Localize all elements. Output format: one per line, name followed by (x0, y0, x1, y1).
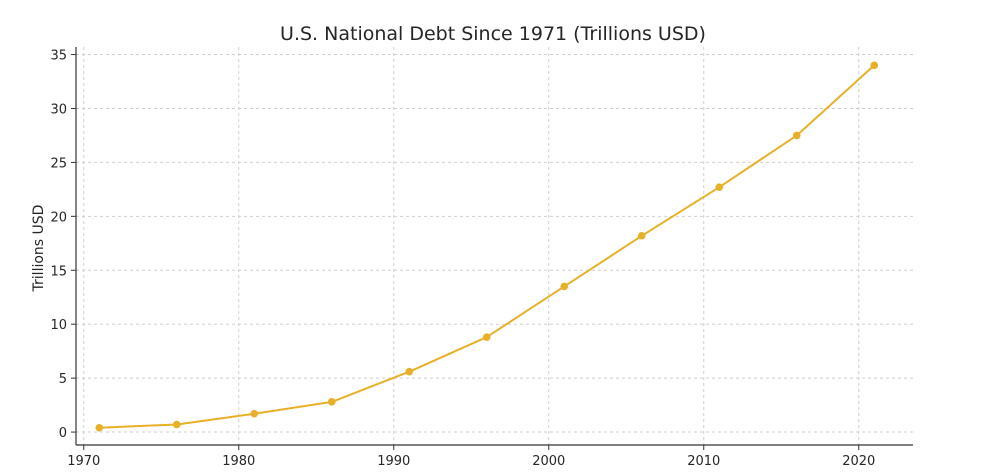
axes (75, 47, 913, 446)
series-debt (95, 61, 879, 432)
x-tick-label: 2000 (532, 454, 565, 469)
y-tick-label: 30 (50, 102, 67, 117)
y-tick-label: 5 (59, 372, 67, 387)
x-tick-label: 1970 (67, 454, 100, 469)
y-tick-label: 35 (50, 49, 67, 64)
x-tick-label: 2020 (842, 454, 875, 469)
data-point (250, 409, 259, 418)
tick-marks: 1970 1980 1990 2000 2010 2020 0 5 10 15 20 25 30 35 (50, 49, 875, 469)
chart-title: U.S. National Debt Since 1971 (Trillions… (280, 23, 706, 45)
y-tick-label: 20 (50, 210, 67, 225)
y-tick-label: 10 (50, 318, 67, 333)
y-tick-label: 15 (50, 264, 67, 279)
series-line (99, 64, 875, 429)
data-point (792, 131, 801, 140)
data-point (637, 231, 646, 240)
data-point (95, 423, 104, 432)
x-tick-label: 1990 (377, 454, 410, 469)
data-point (482, 333, 491, 341)
data-point (172, 420, 181, 429)
data-point (327, 398, 336, 406)
grid-lines (76, 47, 913, 445)
y-tick-label: 0 (59, 426, 67, 441)
y-tick-label: 25 (50, 156, 67, 171)
data-point (560, 282, 569, 291)
data-point (715, 183, 724, 192)
x-tick-label: 1980 (222, 454, 255, 469)
data-point (405, 367, 414, 376)
y-axis-label: Trillions USD (31, 205, 47, 293)
data-point (870, 61, 879, 70)
x-tick-label: 2010 (687, 454, 720, 469)
